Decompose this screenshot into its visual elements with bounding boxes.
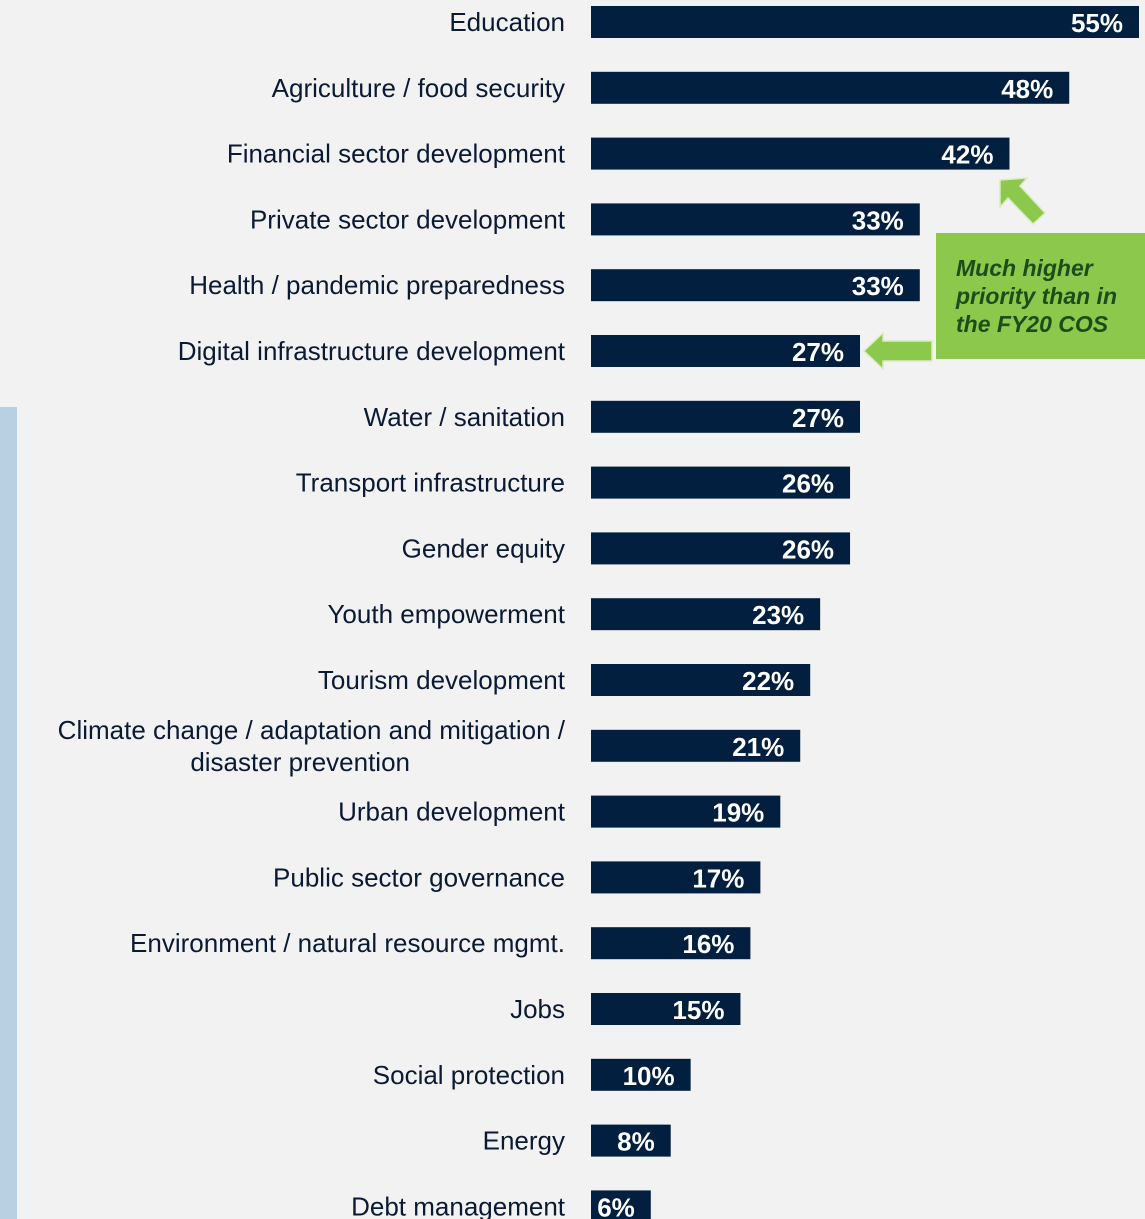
bar-value-label: 17%	[692, 863, 744, 893]
category-label: Health / pandemic preparedness	[189, 270, 565, 300]
annotation-arrows	[862, 177, 1047, 371]
category-label: Climate change / adaptation and mitigati…	[58, 715, 566, 777]
category-label: Public sector governance	[273, 862, 565, 892]
bars-layer: 55% Education 48% Agriculture / food securi…	[58, 6, 1139, 1219]
bar	[591, 6, 1139, 38]
arrow-to-digital-infrastructure	[862, 331, 933, 371]
bar-value-label: 15%	[672, 995, 724, 1025]
bar-value-label: 42%	[941, 140, 993, 170]
bar-value-label: 8%	[617, 1127, 655, 1157]
bar	[591, 71, 1070, 104]
category-label: Urban development	[338, 797, 566, 827]
category-label: Digital infrastructure development	[178, 336, 566, 366]
bar-value-label: 19%	[712, 798, 764, 828]
annotation-callout: Much higher priority than in the FY20 CO…	[936, 233, 1145, 359]
bar	[591, 137, 1010, 170]
category-label: Social protection	[373, 1060, 565, 1090]
bar	[591, 795, 781, 828]
bar	[591, 1124, 671, 1157]
bar	[591, 861, 761, 894]
bar	[591, 993, 741, 1025]
category-label: Energy	[483, 1126, 565, 1156]
left-accent-stripe	[0, 407, 17, 1219]
bar-value-label: 6%	[597, 1192, 635, 1219]
bar	[591, 269, 920, 302]
bar	[591, 335, 861, 367]
bar	[591, 1190, 651, 1219]
arrow-to-financial-sector	[999, 177, 1047, 226]
bar-value-label: 33%	[852, 205, 904, 235]
bar	[591, 598, 821, 631]
bar-value-label: 26%	[782, 469, 834, 499]
bar	[591, 400, 861, 433]
bar	[591, 203, 920, 236]
bar-value-label: 55%	[1071, 8, 1123, 38]
category-label: Education	[449, 7, 565, 37]
bar-value-label: 48%	[1001, 74, 1053, 104]
bar	[591, 532, 851, 565]
category-label: Environment / natural resource mgmt.	[130, 928, 565, 958]
bar-value-label: 26%	[782, 534, 834, 564]
bar-value-label: 27%	[792, 337, 844, 367]
bar	[591, 664, 811, 696]
bar-value-label: 16%	[682, 929, 734, 959]
category-label: Financial sector development	[227, 139, 566, 169]
category-label: Transport infrastructure	[296, 468, 565, 498]
bar	[591, 927, 751, 960]
bar	[591, 1058, 691, 1091]
bar-value-label: 22%	[742, 666, 794, 696]
category-label: Youth empowerment	[327, 599, 565, 629]
category-label: Tourism development	[318, 665, 566, 695]
bar-value-label: 10%	[623, 1061, 675, 1091]
category-label: Debt management	[351, 1191, 566, 1219]
bar-value-label: 27%	[792, 403, 844, 433]
bar-value-label: 33%	[852, 271, 904, 301]
bar-value-label: 23%	[752, 600, 804, 630]
bar	[591, 729, 801, 762]
bar	[591, 466, 851, 499]
category-label: Agriculture / food security	[272, 73, 565, 103]
bar-value-label: 21%	[732, 732, 784, 762]
category-label: Jobs	[510, 994, 565, 1024]
category-label: Private sector development	[250, 204, 566, 234]
category-label: Water / sanitation	[364, 402, 565, 432]
category-label: Gender equity	[402, 533, 565, 563]
